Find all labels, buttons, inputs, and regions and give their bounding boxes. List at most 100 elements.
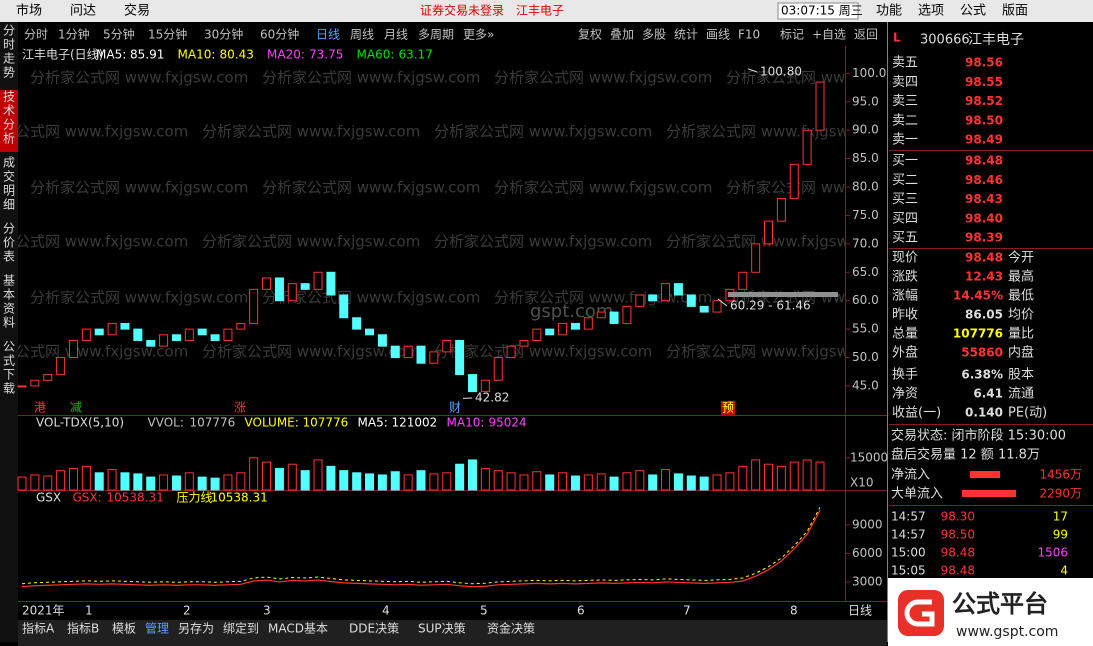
side-tab[interactable]: 走 — [3, 52, 15, 66]
bottom-tab[interactable]: 指标A — [22, 621, 55, 636]
quote-label: 量比 — [1008, 327, 1034, 342]
side-tab[interactable]: 成 — [3, 156, 15, 170]
side-tab[interactable]: 式 — [3, 354, 15, 368]
divider — [889, 248, 1093, 249]
tool-button[interactable]: 多股 — [642, 28, 666, 42]
quote-value: 98.46 — [965, 173, 1003, 187]
quote-value: 86.05 — [965, 308, 1003, 322]
side-tab[interactable]: 下 — [3, 368, 15, 382]
menu-item[interactable]: 选项 — [918, 4, 944, 19]
quote-label: 涨幅 — [892, 289, 918, 304]
period-button[interactable]: 15分钟 — [148, 27, 187, 42]
bottom-tab[interactable]: SUP决策 — [418, 622, 466, 636]
legend-label: MA10: — [178, 48, 216, 62]
side-tab[interactable]: 表 — [3, 250, 15, 264]
watermark: 分析家公式网 www.fxjgsw.com — [30, 179, 248, 197]
period-button[interactable]: 周线 — [350, 28, 374, 42]
candle — [43, 374, 53, 381]
period-button[interactable]: 1分钟 — [58, 27, 90, 42]
period-button[interactable]: 分时 — [24, 28, 48, 42]
y-tick-label: 70.0 — [852, 236, 879, 250]
side-tab[interactable]: 载 — [3, 382, 15, 396]
bottom-tab[interactable]: 管理 — [145, 621, 169, 636]
x-tick-label: 2021年 — [22, 604, 65, 618]
side-tab[interactable]: 技 — [3, 90, 15, 104]
volume-bar — [30, 474, 40, 491]
tool-button[interactable]: 叠加 — [610, 28, 634, 42]
bottom-tab[interactable]: 另存为 — [178, 622, 214, 636]
side-tab[interactable]: 料 — [3, 316, 15, 330]
candle — [249, 288, 259, 324]
period-label: 日线 — [848, 604, 872, 618]
period-button[interactable]: 30分钟 — [204, 27, 243, 42]
volume-bar — [223, 474, 233, 491]
side-tab[interactable]: 价 — [3, 236, 15, 250]
legend-label: 压力线: — [177, 491, 217, 505]
menu-item[interactable]: 功能 — [876, 4, 902, 19]
period-button[interactable]: 月线 — [384, 28, 408, 42]
side-tab[interactable]: 资 — [3, 302, 15, 316]
candle — [699, 305, 709, 313]
period-button[interactable]: 60分钟 — [260, 27, 299, 42]
bottom-tab[interactable]: 绑定到 — [223, 621, 259, 636]
candle — [519, 339, 529, 347]
period-button[interactable]: 日线 — [316, 28, 340, 42]
period-button[interactable]: 更多» — [463, 28, 494, 42]
side-tab[interactable]: 术 — [3, 104, 15, 118]
bottom-tab[interactable]: MACD基本 — [268, 622, 328, 636]
quote-value: 98.49 — [965, 133, 1003, 147]
side-tab[interactable]: 分 — [3, 24, 15, 38]
menu-item[interactable]: 版面 — [1002, 4, 1028, 19]
bottom-tab[interactable]: 模板 — [112, 622, 136, 636]
legend-label: MA20: — [267, 48, 305, 62]
side-tab[interactable]: 势 — [3, 66, 15, 80]
tool-button[interactable]: 统计 — [674, 28, 698, 42]
side-tab[interactable]: 细 — [3, 198, 15, 212]
side-tab[interactable]: 公 — [3, 340, 15, 354]
menu-item[interactable]: 公式 — [960, 4, 986, 19]
watermark: 分析家公式网 www.fxjgsw.com — [202, 123, 420, 141]
logo-glyph — [904, 599, 935, 627]
period-button[interactable]: 多周期 — [418, 28, 454, 42]
side-tab[interactable]: 本 — [3, 288, 15, 302]
side-tab[interactable]: 分 — [3, 222, 15, 236]
period-button[interactable]: 5分钟 — [103, 27, 135, 42]
volume-bar — [751, 459, 761, 491]
volume-bar — [43, 475, 53, 491]
y-tick-label: 9000 — [852, 517, 883, 531]
tool-button[interactable]: 复权 — [578, 28, 602, 42]
side-tab[interactable]: 基 — [3, 274, 15, 288]
quote-label: 卖一 — [892, 133, 918, 148]
candle — [442, 339, 452, 353]
candle — [455, 339, 465, 376]
tool-button[interactable]: 返回 — [854, 28, 878, 42]
side-tab[interactable]: 时 — [3, 38, 15, 52]
menu-item[interactable]: 市场 — [16, 3, 42, 19]
watermark: 分析家公式网 www.fxjgsw.com — [434, 123, 652, 141]
side-tab[interactable]: 交 — [3, 169, 15, 184]
price-annotation: 60.29 - 61.46 — [730, 299, 811, 313]
candle — [661, 283, 671, 302]
legend-value: 107776 — [190, 416, 236, 430]
candle — [764, 220, 774, 245]
bottom-tab[interactable]: 资金决策 — [487, 621, 535, 636]
y-tick-label: 50.0 — [852, 350, 879, 364]
side-tab[interactable]: 明 — [3, 184, 15, 198]
menu-item[interactable]: 交易 — [124, 3, 150, 19]
y-tick-label: 85.0 — [852, 151, 879, 165]
candle — [223, 328, 233, 341]
tool-button[interactable]: 标记 — [780, 28, 804, 42]
tick-volume: 17 — [1053, 510, 1068, 524]
side-tab[interactable]: 分 — [3, 118, 15, 132]
side-tab[interactable]: 析 — [3, 132, 15, 146]
tool-button[interactable]: 画线 — [706, 28, 730, 42]
bottom-tab[interactable]: 指标B — [67, 621, 99, 636]
tool-button[interactable]: F10 — [738, 28, 760, 42]
bottom-tab[interactable]: DDE决策 — [349, 622, 399, 636]
menu-item[interactable]: 问达 — [70, 4, 96, 19]
candle — [493, 357, 503, 381]
volume-bar — [313, 459, 323, 491]
candle — [313, 271, 323, 290]
tool-button[interactable]: +自选 — [812, 28, 846, 42]
price-annotation: 42.82 — [475, 391, 509, 405]
